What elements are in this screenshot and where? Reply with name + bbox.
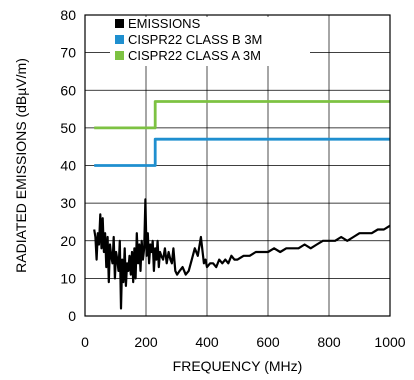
y-tick-label: 60 [60,82,76,98]
y-tick-label: 0 [68,308,76,324]
x-tick-label: 0 [81,334,89,350]
x-tick-label: 200 [134,334,158,350]
y-axis-label: RADIATED EMISSIONS (dBµV/m) [13,58,29,273]
x-tick-label: 1000 [374,334,405,350]
y-tick-label: 30 [60,195,76,211]
legend-swatch [115,51,124,60]
legend-label: EMISSIONS [128,16,201,31]
plot-series [93,100,391,310]
legend-swatch [115,19,124,28]
series-emissions-line [93,198,391,310]
x-tick-label: 600 [256,334,280,350]
y-tick-label: 10 [60,270,76,286]
legend-background [110,17,310,66]
y-tick-label: 70 [60,45,76,61]
legend-label: CISPR22 CLASS B 3M [128,32,262,47]
y-tick-label: 20 [60,233,76,249]
y-tick-label: 40 [60,158,76,174]
legend-swatch [115,35,124,44]
x-axis-label: FREQUENCY (MHz) [173,358,303,374]
tick-labels: 0 200 400 600 800 1000 0 10 20 30 40 50 60 70 80 [60,7,405,350]
series-cispr22-class-a-3m-line [94,100,390,130]
x-tick-label: 400 [195,334,219,350]
x-tick-label: 800 [317,334,341,350]
legend-label: CISPR22 CLASS A 3M [128,48,261,63]
series-cispr22-class-b-3m-line [94,137,390,167]
y-tick-label: 80 [60,7,76,23]
plot-frame [84,14,391,317]
y-tick-label: 50 [60,120,76,136]
